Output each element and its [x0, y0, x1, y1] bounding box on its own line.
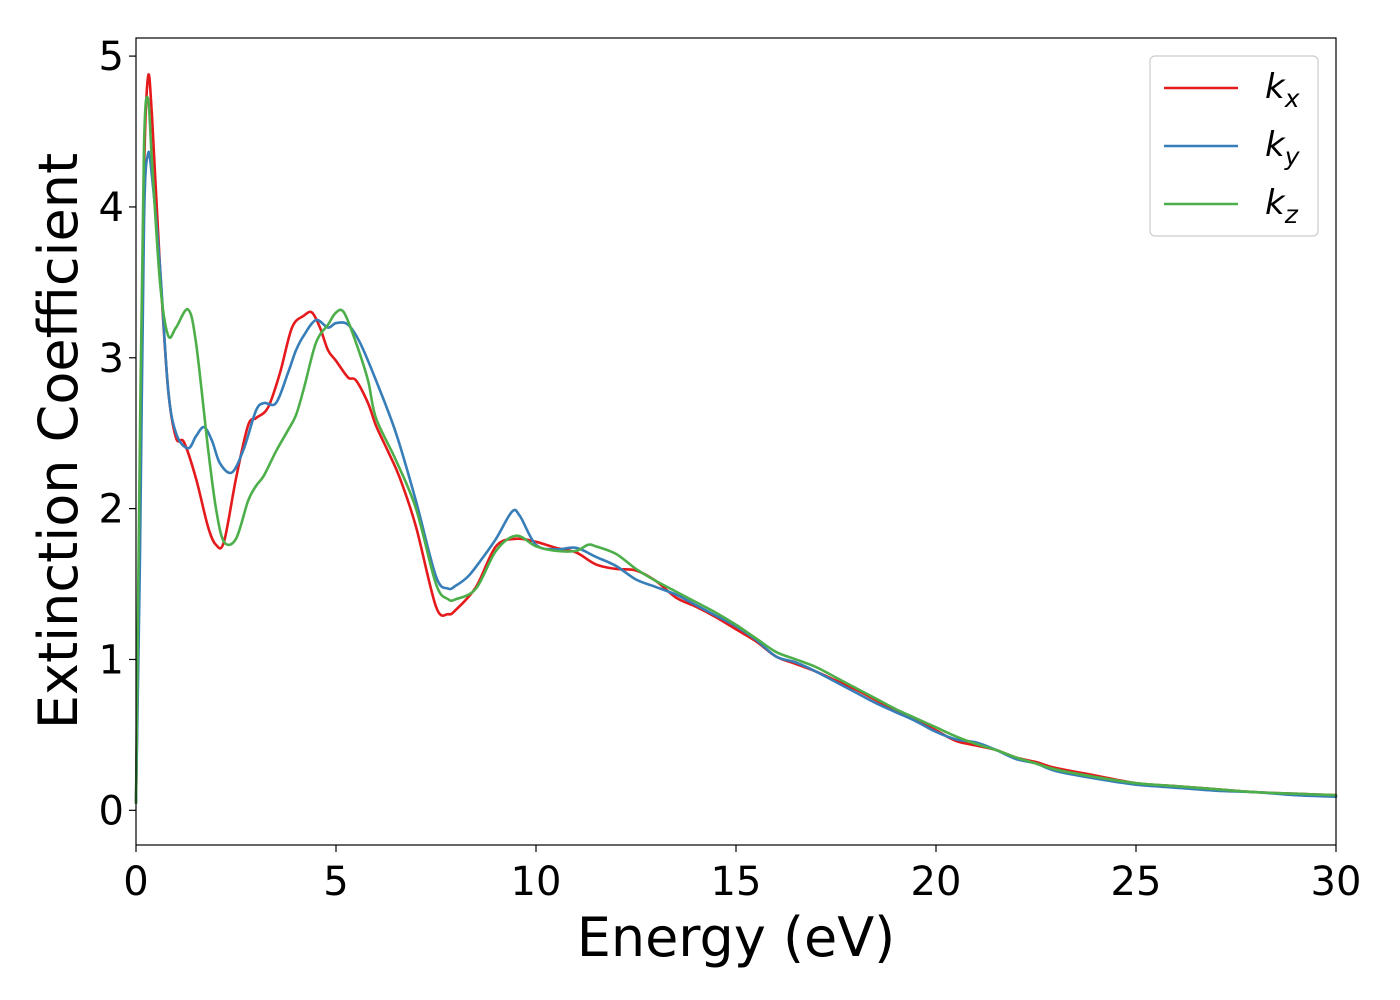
- x-tick-label: 5: [323, 859, 348, 905]
- series-line-y: [134, 150, 1338, 805]
- y-ticks: 0 1 2 3 4 5: [99, 34, 136, 834]
- x-tick-label: 15: [711, 859, 762, 905]
- y-tick-label: 2: [99, 487, 124, 533]
- series-line-z: [134, 95, 1338, 805]
- y-tick-label: 5: [99, 34, 124, 80]
- legend-label-subscript: z: [1284, 200, 1299, 229]
- series-layer: [134, 73, 1338, 805]
- y-tick-label: 4: [99, 185, 124, 231]
- x-ticks: 0 5 10 15 20 25 30: [123, 845, 1361, 905]
- x-tick-label: 0: [123, 859, 148, 905]
- y-tick-label: 1: [99, 637, 124, 683]
- legend-label-subscript: y: [1284, 142, 1301, 171]
- y-tick-label: 3: [99, 336, 124, 382]
- x-tick-label: 30: [1311, 859, 1362, 905]
- legend-label-subscript: x: [1284, 84, 1300, 113]
- y-axis-title: Extinction Coefficient: [27, 153, 90, 729]
- x-tick-label: 20: [911, 859, 962, 905]
- x-axis-title: Energy (eV): [577, 906, 896, 969]
- plot-area: [136, 38, 1336, 845]
- y-tick-label: 0: [99, 788, 124, 834]
- x-tick-label: 10: [511, 859, 562, 905]
- x-tick-label: 25: [1111, 859, 1162, 905]
